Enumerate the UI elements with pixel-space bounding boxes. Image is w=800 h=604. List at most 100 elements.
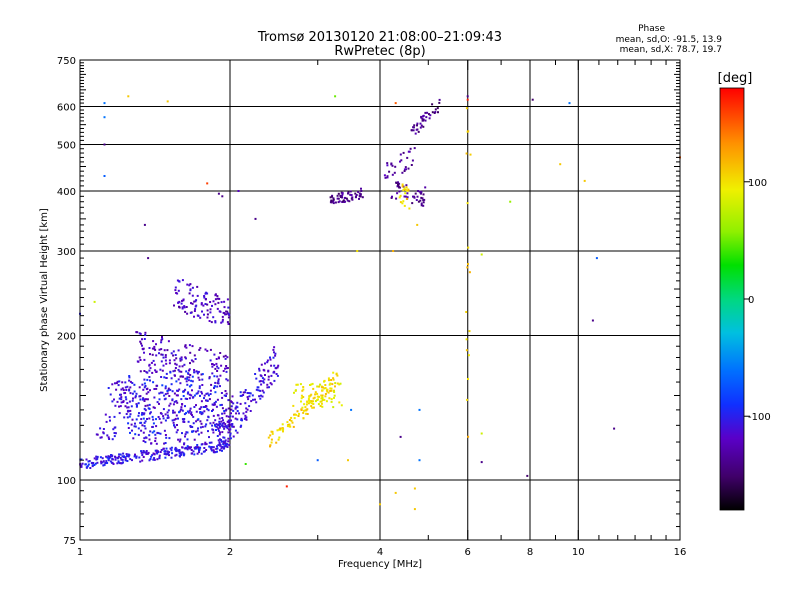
data-point [185, 431, 188, 434]
data-point [143, 382, 146, 385]
data-point [189, 447, 191, 450]
data-point [169, 447, 172, 450]
data-point [319, 383, 322, 386]
data-point [87, 463, 90, 466]
data-point [164, 456, 167, 459]
data-point [304, 406, 307, 409]
data-point [194, 358, 197, 360]
data-point [178, 450, 181, 453]
data-point [124, 381, 127, 384]
data-point [341, 192, 344, 195]
data-point [336, 382, 339, 385]
data-point [405, 186, 408, 189]
data-point [195, 446, 198, 449]
data-point [531, 98, 534, 101]
data-point [270, 441, 273, 444]
data-point [226, 356, 229, 359]
data-point [192, 422, 195, 425]
data-point [422, 115, 424, 118]
data-point [201, 443, 204, 446]
data-point [190, 384, 193, 387]
data-point [150, 361, 153, 364]
data-point [293, 413, 295, 416]
data-point [313, 396, 316, 399]
data-point [110, 454, 112, 456]
data-point [136, 404, 138, 407]
data-point [200, 373, 203, 376]
data-point [139, 340, 142, 343]
data-point [170, 352, 173, 355]
data-point [266, 359, 269, 362]
data-point [340, 194, 343, 197]
data-point [153, 388, 156, 390]
data-point [350, 194, 353, 197]
data-point [196, 452, 199, 455]
data-point [186, 377, 189, 380]
data-point [240, 394, 243, 397]
data-point [206, 303, 209, 306]
data-point [226, 379, 229, 382]
data-point [114, 432, 117, 435]
data-point [124, 457, 127, 460]
data-point [211, 428, 214, 431]
data-point [186, 431, 189, 434]
data-point [431, 103, 434, 106]
data-point [89, 467, 92, 469]
data-point [195, 430, 197, 433]
data-point [262, 381, 265, 384]
data-point [158, 398, 161, 401]
data-point [146, 378, 149, 381]
data-point [221, 320, 224, 323]
data-point [179, 359, 182, 362]
data-point [210, 383, 213, 386]
data-point [178, 305, 180, 308]
data-point [153, 458, 156, 461]
data-point [213, 402, 216, 404]
data-point [126, 385, 129, 388]
data-point [336, 374, 339, 377]
data-point [189, 374, 192, 376]
data-point [420, 192, 422, 195]
data-point [226, 420, 229, 423]
data-point [215, 405, 218, 408]
data-point [155, 425, 158, 428]
data-point [166, 450, 169, 453]
data-point [403, 187, 406, 190]
data-point [331, 383, 334, 386]
data-point [113, 398, 115, 401]
data-point [258, 367, 261, 370]
data-point [184, 377, 187, 380]
data-point [155, 418, 157, 421]
data-point [179, 357, 182, 360]
data-point [163, 376, 166, 379]
data-point [276, 429, 279, 432]
data-point [239, 425, 242, 428]
data-point [202, 406, 205, 408]
data-point [121, 462, 124, 464]
data-point [402, 189, 405, 192]
data-point [236, 418, 239, 421]
data-point [166, 390, 169, 392]
data-point [509, 200, 512, 203]
data-point [175, 448, 178, 451]
data-point [160, 376, 163, 378]
data-point [358, 194, 361, 197]
data-point [93, 300, 96, 303]
data-point [223, 445, 226, 448]
data-point [112, 428, 115, 431]
data-point [162, 364, 165, 367]
data-point [141, 412, 144, 415]
data-point [128, 376, 131, 379]
data-point [260, 383, 263, 386]
data-point [145, 436, 148, 439]
data-point [348, 200, 351, 203]
data-point [159, 451, 162, 453]
data-point [170, 377, 173, 380]
data-point [127, 455, 130, 458]
y-axis-label: Stationary phase Virtual Height [km] [39, 208, 50, 392]
data-point [290, 419, 293, 422]
data-point [267, 369, 270, 372]
data-point [196, 371, 199, 374]
data-point [220, 447, 223, 450]
data-point [438, 101, 441, 104]
